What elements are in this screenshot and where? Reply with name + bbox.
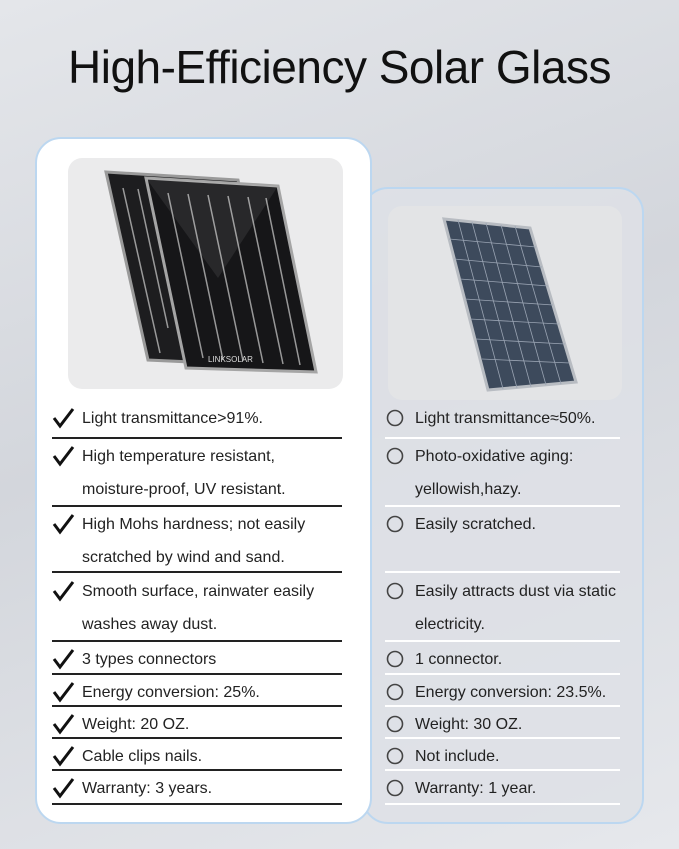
check-icon	[52, 408, 75, 429]
feature-row: High temperature resistant, moisture-pro…	[52, 440, 342, 507]
circle-icon	[386, 747, 404, 765]
feature-row: 3 types connectors	[52, 643, 342, 675]
glass-panels: LINKSOLAR	[104, 170, 318, 374]
check-icon	[52, 714, 75, 735]
feature-row: Weight: 30 OZ.	[385, 708, 620, 739]
check-icon	[52, 778, 75, 799]
circle-icon	[386, 409, 404, 427]
right-image	[388, 206, 622, 400]
check-icon	[52, 682, 75, 703]
feature-row: Smooth surface, rainwater easily washes …	[52, 575, 342, 642]
feature-row: Photo-oxidative aging: yellowish,hazy.	[385, 440, 620, 507]
feature-row: Easily scratched.	[385, 508, 620, 573]
poly-panel	[442, 217, 578, 392]
feature-row: 1 connector.	[385, 643, 620, 675]
feature-text: Energy conversion: 23.5%.	[415, 684, 607, 701]
circle-icon	[386, 650, 404, 668]
check-icon	[52, 581, 75, 602]
feature-text: High Mohs hardness; not easily scratched…	[82, 516, 306, 566]
check-icon	[52, 514, 75, 535]
feature-text: Cable clips nails.	[82, 748, 203, 765]
feature-text: Smooth surface, rainwater easily washes …	[82, 583, 315, 633]
feature-row: Cable clips nails.	[52, 740, 342, 771]
feature-row: Easily attracts dust via static electric…	[385, 575, 620, 642]
feature-text: Not include.	[415, 748, 500, 765]
feature-text: Light transmittance≈50%.	[415, 410, 596, 427]
feature-text: Weight: 30 OZ.	[415, 716, 523, 733]
brand-label: LINKSOLAR	[208, 355, 253, 364]
circle-icon	[386, 715, 404, 733]
check-icon	[52, 446, 75, 467]
circle-icon	[386, 447, 404, 465]
check-icon	[52, 746, 75, 767]
feature-row: Not include.	[385, 740, 620, 771]
feature-row: Warranty: 3 years.	[52, 772, 342, 805]
feature-text: 1 connector.	[415, 651, 503, 668]
feature-row: Energy conversion: 25%.	[52, 676, 342, 707]
circle-icon	[386, 515, 404, 533]
circle-icon	[386, 582, 404, 600]
check-icon	[52, 649, 75, 670]
feature-text: 3 types connectors	[82, 651, 217, 668]
feature-row: Light transmittance≈50%.	[385, 402, 620, 439]
feature-text: Warranty: 1 year.	[415, 780, 537, 797]
feature-text: Weight: 20 OZ.	[82, 716, 190, 733]
circle-icon	[386, 683, 404, 701]
feature-text: Photo-oxidative aging: yellowish,hazy.	[415, 448, 574, 498]
feature-row: High Mohs hardness; not easily scratched…	[52, 508, 342, 573]
feature-row: Warranty: 1 year.	[385, 772, 620, 805]
feature-text: High temperature resistant, moisture-pro…	[82, 448, 286, 498]
left-image: LINKSOLAR	[68, 158, 343, 389]
feature-text: Easily scratched.	[415, 516, 536, 533]
feature-row: Weight: 20 OZ.	[52, 708, 342, 739]
feature-row: Energy conversion: 23.5%.	[385, 676, 620, 707]
title: High-Efficiency Solar Glass	[68, 41, 611, 93]
feature-row: Light transmittance>91%.	[52, 402, 342, 439]
circle-icon	[386, 779, 404, 797]
left-card: LINKSOLAR	[35, 137, 372, 824]
feature-text: Easily attracts dust via static electric…	[415, 583, 616, 633]
feature-text: Energy conversion: 25%.	[82, 684, 260, 701]
feature-text: Light transmittance>91%.	[82, 410, 263, 427]
feature-text: Warranty: 3 years.	[82, 780, 213, 797]
